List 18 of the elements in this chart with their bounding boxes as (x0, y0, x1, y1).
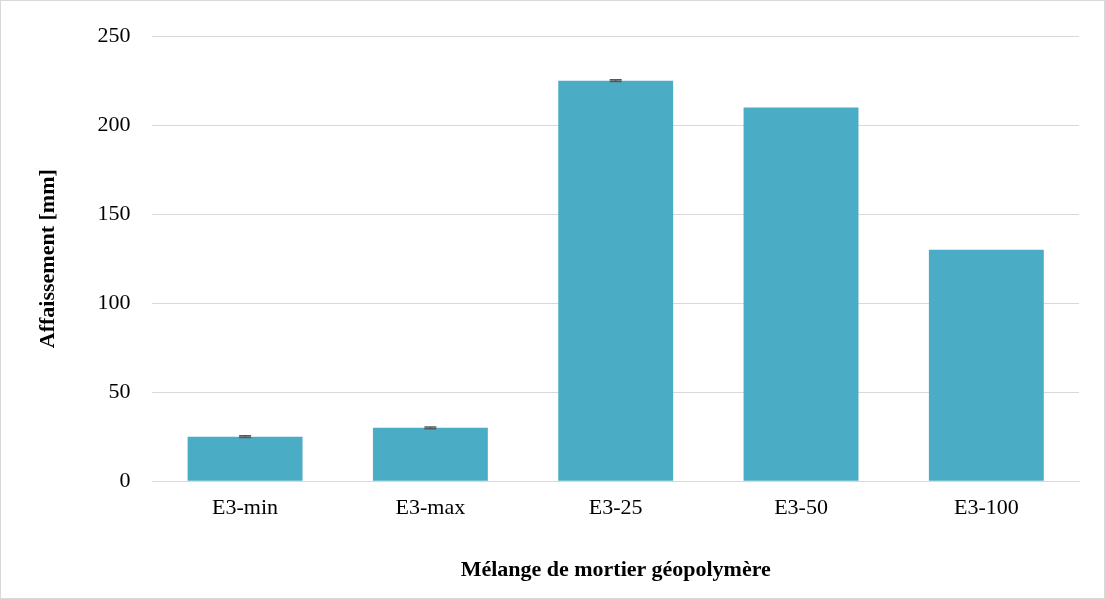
bar (372, 427, 488, 481)
y-tick-label: 250 (97, 21, 131, 47)
x-tick-label: E3-50 (774, 494, 828, 520)
x-tick-label: E3-100 (953, 494, 1019, 520)
x-axis-title: Mélange de mortier géopolymère (460, 556, 771, 582)
y-axis-title: Affaissement [mm] (33, 169, 59, 349)
x-tick-label: E3-max (395, 494, 466, 520)
y-tick-label: 150 (97, 199, 131, 225)
bar (187, 436, 303, 481)
x-tick-label: E3-25 (588, 494, 643, 520)
y-tick-label: 100 (97, 288, 131, 314)
y-tick-label: 50 (108, 377, 131, 403)
y-tick-label: 200 (97, 110, 131, 136)
x-tick-label: E3-min (212, 494, 279, 520)
bar (743, 107, 859, 481)
bar (928, 249, 1044, 481)
y-tick-label: 0 (119, 466, 131, 492)
bar (558, 80, 674, 481)
